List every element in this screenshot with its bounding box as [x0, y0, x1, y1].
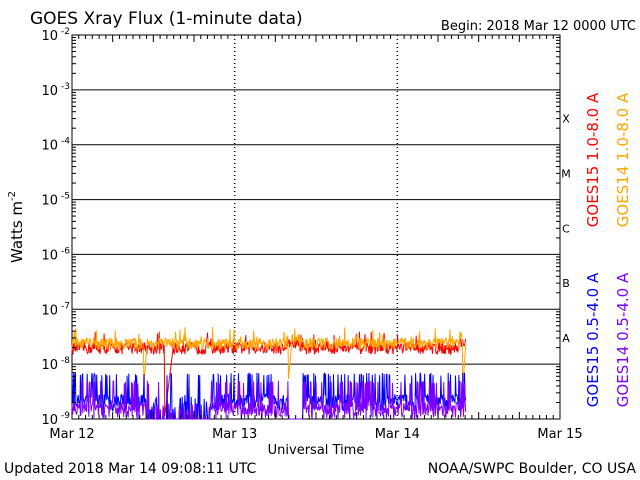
y-tick-label: 10 -7 [41, 301, 70, 318]
plot-area [71, 34, 561, 420]
y-tick-label: 10 -3 [41, 82, 70, 99]
plot-frame [71, 34, 561, 420]
y-tick-label: 10 -2 [41, 27, 70, 44]
flare-class-label: X [562, 113, 570, 126]
axes: 10-9 10-8 10-7 10-6 10-5 10-4 10-3 10 -2 Mar 12 Ma… [41, 27, 582, 442]
flare-class-label: C [562, 222, 570, 235]
footer-source: NOAA/SWPC Boulder, CO USA [428, 461, 637, 477]
legend: GOES15 1.0-8.0 A GOES14 1.0-8.0 A GOES15 0… [584, 92, 632, 407]
y-axis-label-text: Watts m [8, 201, 26, 263]
y-axis-label: Watts m-2 [7, 191, 26, 263]
x-tick-label: Mar 15 [537, 427, 582, 442]
flare-class-label: B [562, 277, 570, 290]
legend-label: GOES15 0.5-4.0 A [584, 272, 602, 407]
legend-item: GOES14 0.5-4.0 A [614, 272, 632, 407]
legend-label: GOES14 0.5-4.0 A [614, 272, 632, 407]
x-tick-label: Mar 14 [375, 427, 420, 442]
legend-item: GOES15 1.0-8.0 A [584, 92, 602, 227]
y-tick-label: 10 -5 [41, 192, 70, 209]
legend-label: GOES15 1.0-8.0 A [584, 92, 602, 227]
x-axis-label: Universal Time [268, 443, 365, 458]
footer-updated: Updated 2018 Mar 14 09:08:11 UTC [4, 461, 257, 477]
series-line-2 [71, 326, 467, 387]
begin-label: Begin: 2018 Mar 12 0000 UTC [441, 19, 636, 34]
y-tick-label: 10 -6 [41, 246, 70, 263]
flare-class-label: M [561, 167, 571, 180]
x-tick-label: Mar 12 [49, 427, 94, 442]
series-lines [71, 326, 467, 421]
flare-class-label: A [562, 332, 570, 345]
y-tick-label: 10 -4 [41, 137, 70, 154]
y-tick-label: 10 -8 [41, 356, 70, 373]
legend-item: GOES15 0.5-4.0 A [584, 272, 602, 407]
y-axis-label-exponent: -2 [7, 191, 18, 201]
legend-label: GOES14 1.0-8.0 A [614, 92, 632, 227]
chart-title: GOES Xray Flux (1-minute data) [30, 9, 303, 29]
grid-lines [72, 34, 560, 420]
y-tick-label: 10 -9 [41, 411, 70, 428]
x-tick-label: Mar 13 [212, 427, 257, 442]
legend-item: GOES14 1.0-8.0 A [614, 92, 632, 227]
svg-text:Watts m-2: Watts m-2 [7, 191, 26, 263]
